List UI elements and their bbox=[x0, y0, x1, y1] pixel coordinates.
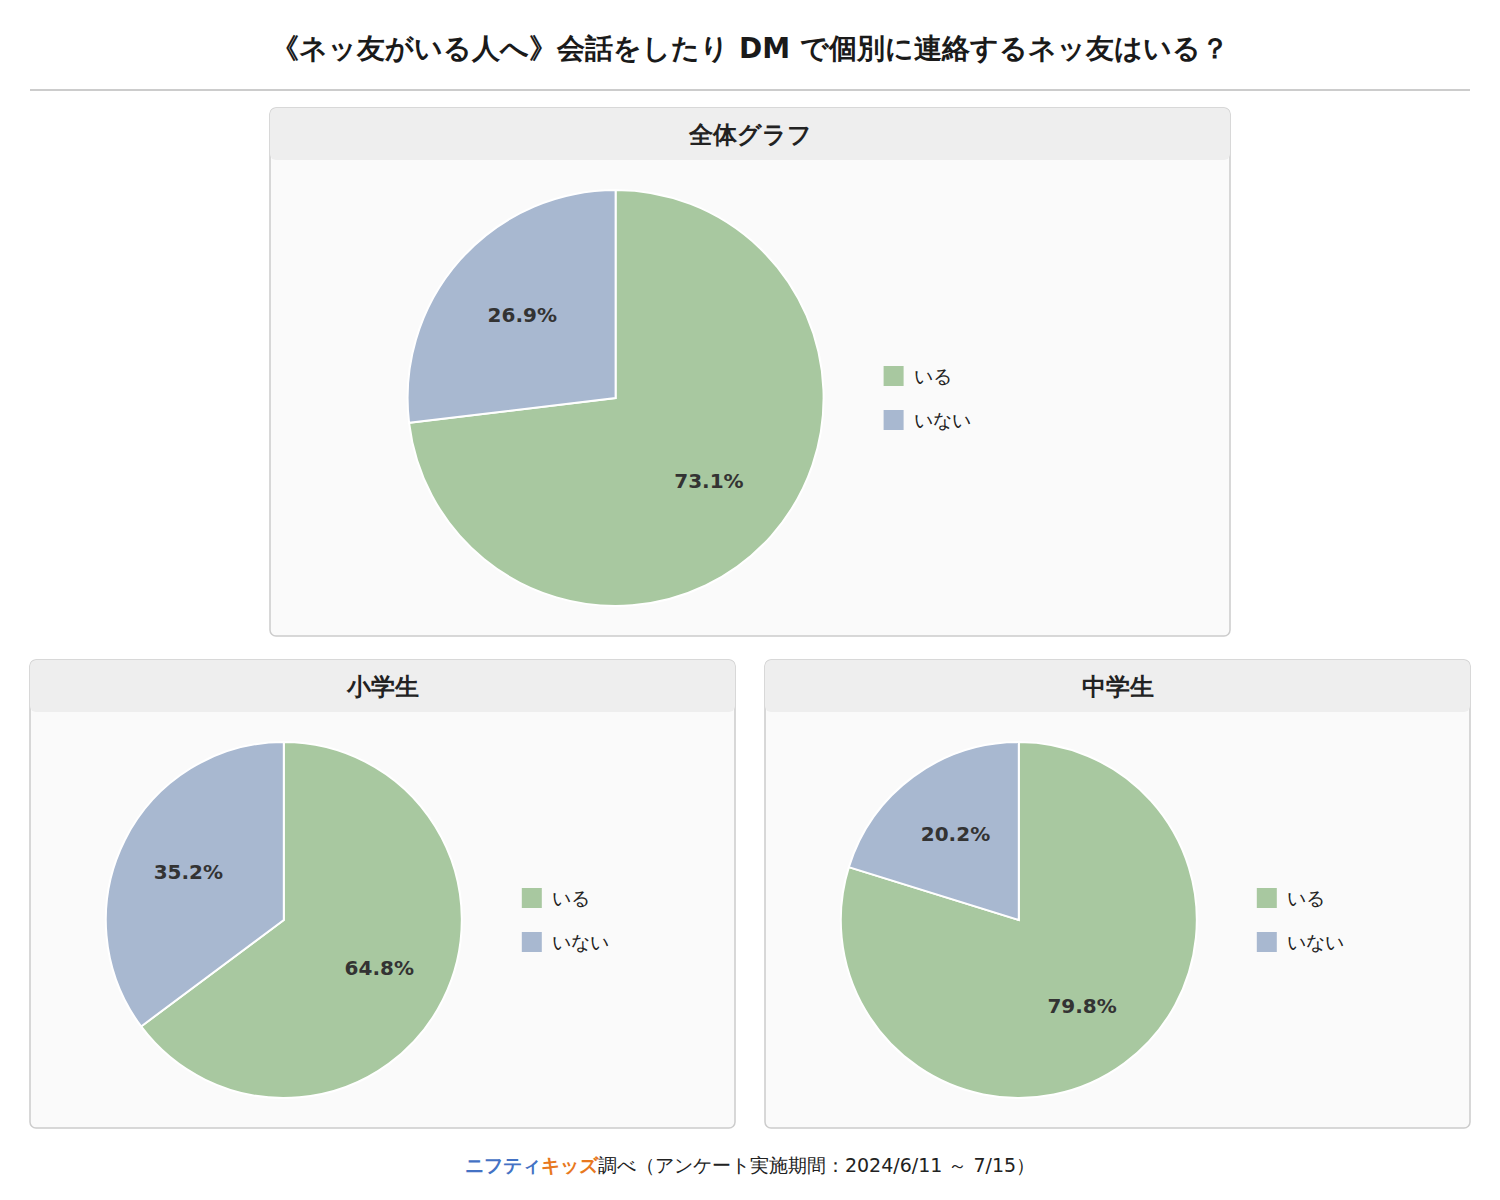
data-labels: 64.8% 35.2% bbox=[154, 860, 414, 980]
legend-label: いる bbox=[1287, 887, 1325, 909]
panel-header bbox=[765, 660, 1470, 712]
chart-root: 《ネッ友がいる人へ》会話をしたり DM で個別に連絡するネッ友はいる？ 全体グラフ… bbox=[0, 0, 1500, 1200]
legend-swatch bbox=[522, 888, 542, 908]
slices bbox=[841, 742, 1197, 1098]
panel-frame bbox=[30, 660, 735, 1128]
panel-title: 小学生 bbox=[346, 673, 419, 701]
footer-part: ニフティ bbox=[465, 1154, 541, 1176]
data-label: 35.2% bbox=[154, 860, 223, 884]
pie-slice bbox=[841, 742, 1197, 1098]
panel-frame bbox=[765, 660, 1470, 1128]
main-title: 《ネッ友がいる人へ》会話をしたり DM で個別に連絡するネッ友はいる？ bbox=[271, 32, 1229, 65]
background bbox=[0, 0, 1500, 1200]
pie-panel: 中学生 79.8% 20.2% いるいない bbox=[765, 660, 1470, 1128]
slices bbox=[106, 742, 462, 1098]
legend-swatch bbox=[884, 366, 904, 386]
panel-title: 中学生 bbox=[1082, 673, 1154, 701]
pie-slice bbox=[849, 742, 1019, 920]
footer: ニフティキッズ調べ（アンケート実施期間：2024/6/11 ～ 7/15） bbox=[465, 1154, 1035, 1176]
legend-swatch bbox=[522, 932, 542, 952]
panel-frame bbox=[270, 108, 1230, 636]
legend: いるいない bbox=[1257, 887, 1344, 953]
data-label: 79.8% bbox=[1047, 994, 1116, 1018]
legend-label: いない bbox=[552, 931, 609, 953]
data-labels: 79.8% 20.2% bbox=[921, 822, 1117, 1018]
pie-slice bbox=[106, 742, 284, 1026]
legend-swatch bbox=[884, 410, 904, 430]
pie-panel: 全体グラフ 73.1% 26.9% いるいない bbox=[270, 108, 1230, 636]
pie-panel: 小学生 64.8% 35.2% いるいない bbox=[30, 660, 735, 1128]
data-label: 64.8% bbox=[345, 956, 414, 980]
footer-part: キッズ bbox=[541, 1154, 599, 1176]
legend-swatch bbox=[1257, 888, 1277, 908]
data-label: 73.1% bbox=[674, 469, 743, 493]
legend-label: いない bbox=[914, 409, 971, 431]
legend-label: いる bbox=[914, 365, 952, 387]
legend-label: いない bbox=[1287, 931, 1344, 953]
panel-header bbox=[270, 108, 1230, 160]
legend-swatch bbox=[1257, 932, 1277, 952]
pie-slice bbox=[408, 190, 616, 423]
data-labels: 73.1% 26.9% bbox=[488, 303, 744, 493]
title-rule bbox=[30, 89, 1470, 91]
data-label: 20.2% bbox=[921, 822, 990, 846]
slices bbox=[408, 190, 824, 606]
footer-part: 調べ（アンケート実施期間：2024/6/11 ～ 7/15） bbox=[598, 1154, 1035, 1176]
legend: いるいない bbox=[884, 365, 971, 431]
panel-header bbox=[30, 660, 735, 712]
legend: いるいない bbox=[522, 887, 609, 953]
data-label: 26.9% bbox=[488, 303, 557, 327]
legend-label: いる bbox=[552, 887, 590, 909]
panel-title: 全体グラフ bbox=[688, 121, 812, 149]
